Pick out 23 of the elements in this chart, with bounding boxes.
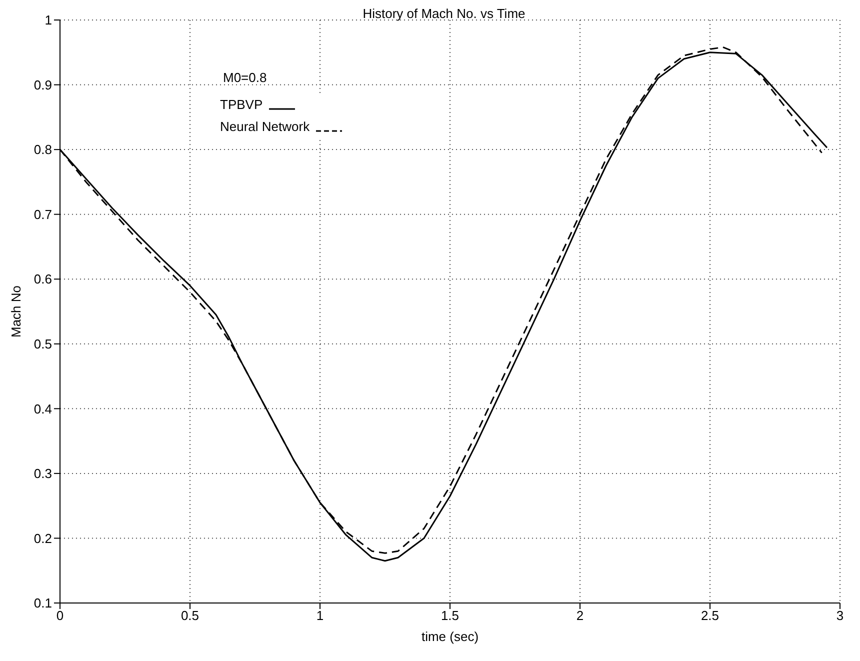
legend-label: Neural Network xyxy=(220,118,310,136)
y-tick-label: 0.6 xyxy=(34,272,52,287)
y-tick-label: 0.7 xyxy=(34,206,52,222)
x-tick-label: 0 xyxy=(56,608,64,624)
x-tick-label: 1 xyxy=(316,608,324,624)
y-tick-label: 0.9 xyxy=(34,77,52,92)
y-axis-title: Mach No xyxy=(8,285,24,338)
y-tick-label: 0.1 xyxy=(34,596,52,611)
y-tick-label: 1 xyxy=(44,12,52,28)
legend-label: TPBVP xyxy=(220,96,263,114)
y-tick-label: 0.8 xyxy=(34,142,52,158)
x-tick-label: 2.5 xyxy=(700,608,720,624)
x-tick-label: 3 xyxy=(836,608,844,624)
y-tick-label: 0.5 xyxy=(34,336,52,352)
chart-title: History of Mach No. vs Time xyxy=(362,6,526,21)
y-tick-label: 0.4 xyxy=(34,401,52,416)
x-axis-title: time (sec) xyxy=(421,629,479,644)
y-tick-label: 0.2 xyxy=(34,530,52,546)
y-tick-label: 0.3 xyxy=(34,466,52,482)
x-tick-label: 2 xyxy=(576,608,584,624)
x-tick-label: 0.5 xyxy=(180,608,200,624)
x-tick-label: 1.5 xyxy=(440,608,460,624)
annotation: M0=0.8 xyxy=(223,70,267,85)
